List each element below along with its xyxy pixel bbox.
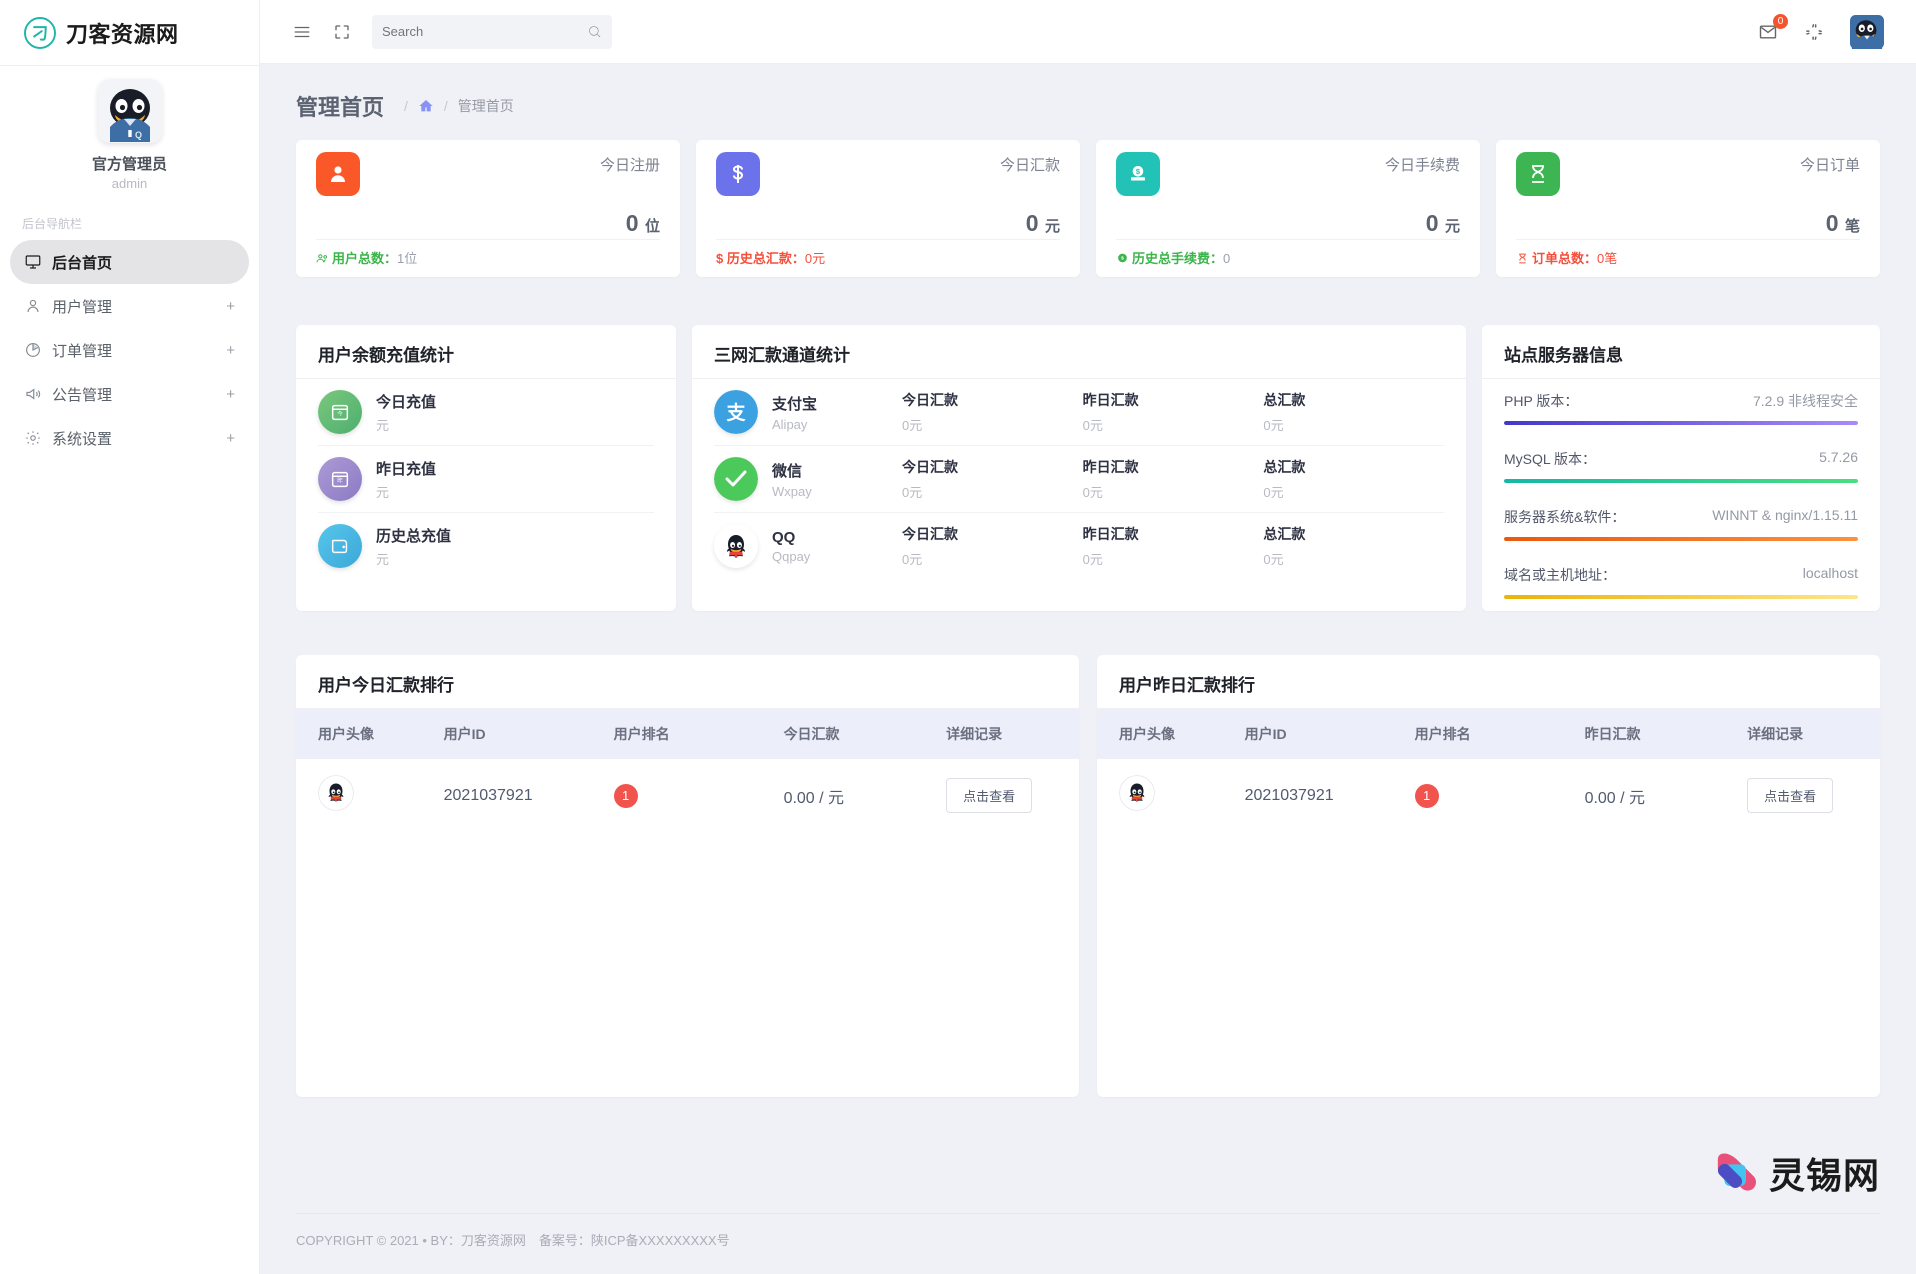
svg-text:刁: 刁 (32, 25, 49, 43)
svg-text:昨: 昨 (337, 477, 343, 485)
svg-text:Q: Q (135, 130, 142, 140)
svg-text:今: 今 (337, 410, 343, 418)
svg-text:支: 支 (725, 402, 746, 424)
svg-text:$: $ (1121, 256, 1124, 262)
